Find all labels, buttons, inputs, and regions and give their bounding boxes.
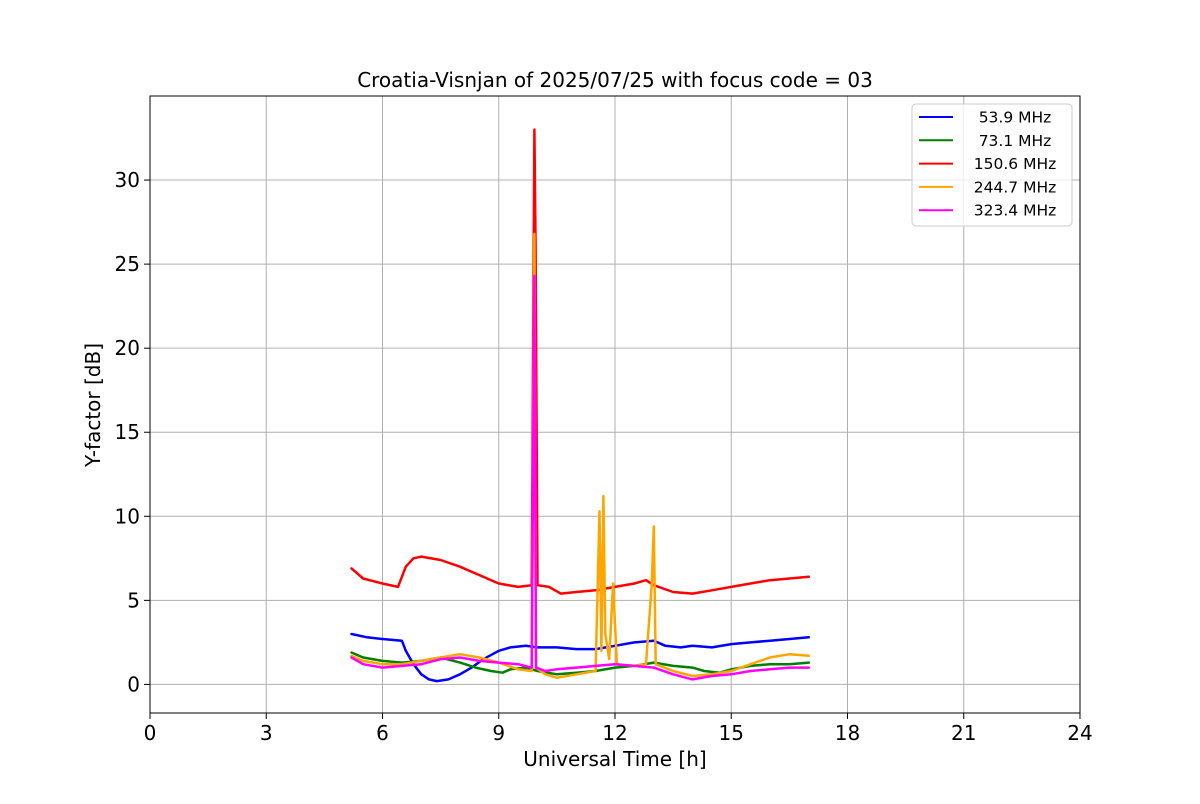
x-tick-label: 6 (376, 721, 389, 745)
x-tick-label: 24 (1067, 721, 1092, 745)
x-tick-label: 12 (602, 721, 627, 745)
legend-label: 53.9 MHz (979, 109, 1052, 127)
y-axis-label: Y-factor [dB] (81, 343, 105, 468)
x-axis: 0 3 6 9 12 15 18 21 24 (144, 713, 1093, 745)
y-tick-label: 20 (115, 336, 140, 360)
x-tick-label: 0 (144, 721, 157, 745)
x-tick-label: 9 (492, 721, 505, 745)
y-tick-label: 25 (115, 252, 140, 276)
chart-title: Croatia-Visnjan of 2025/07/25 with focus… (357, 68, 873, 92)
y-tick-label: 15 (115, 420, 140, 444)
y-tick-label: 30 (115, 168, 140, 192)
x-axis-label: Universal Time [h] (523, 747, 706, 771)
x-tick-label: 21 (951, 721, 976, 745)
series-line-3 (350, 232, 811, 679)
legend-label: 73.1 MHz (979, 132, 1052, 150)
series-line-2 (350, 128, 811, 595)
y-tick-label: 0 (127, 672, 140, 696)
legend-label: 244.7 MHz (974, 178, 1056, 196)
legend-box (911, 103, 1073, 227)
legend-items: 53.9 MHz 73.1 MHz 150.6 MHz 244.7 MHz 323.4 … (919, 109, 1056, 220)
series-line-4 (350, 274, 811, 681)
y-tick-label: 5 (127, 588, 140, 612)
x-tick-label: 18 (835, 721, 860, 745)
legend: 53.9 MHz 73.1 MHz 150.6 MHz 244.7 MHz 323.4 … (911, 103, 1073, 227)
legend-label: 150.6 MHz (974, 155, 1056, 173)
series-layer (350, 128, 811, 683)
x-tick-label: 3 (260, 721, 273, 745)
legend-label: 323.4 MHz (974, 202, 1056, 220)
y-axis: 0 5 10 15 20 25 30 (115, 168, 150, 696)
x-tick-label: 15 (719, 721, 744, 745)
y-tick-label: 10 (115, 504, 140, 528)
